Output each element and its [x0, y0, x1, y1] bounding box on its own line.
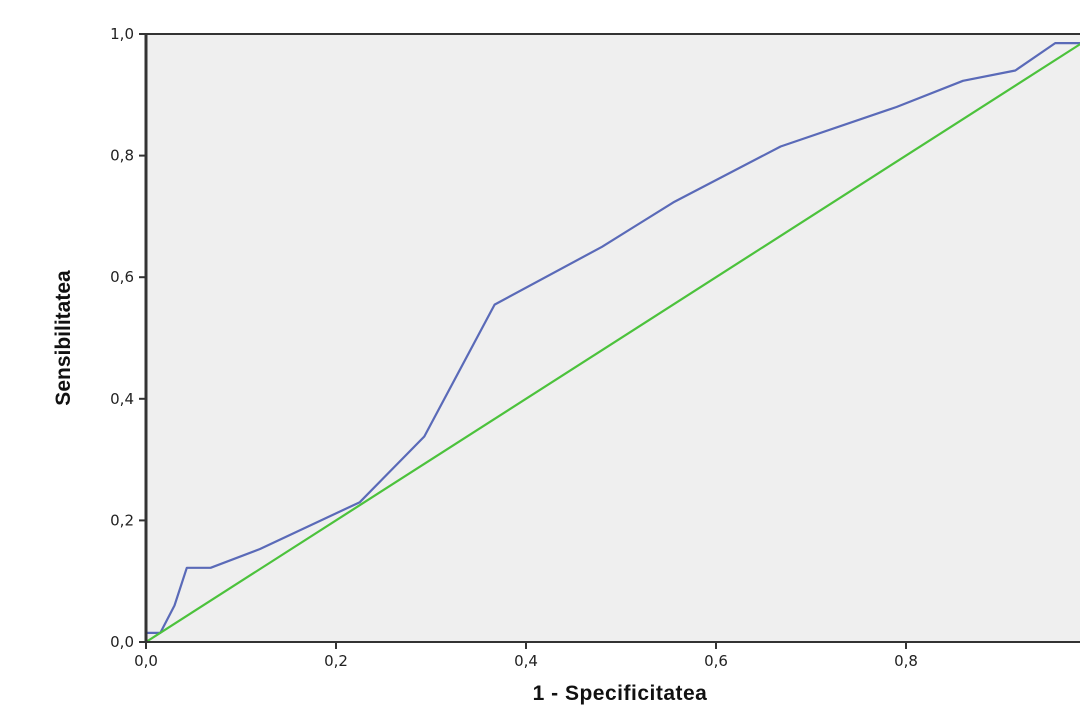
- y-axis-ticks: 0,0 0,2 0,4 0,6 0,8 1,0: [110, 25, 146, 651]
- y-tick-label: 0,6: [110, 268, 134, 286]
- y-tick-label: 0,2: [110, 511, 134, 529]
- y-tick-label: 1,0: [110, 25, 134, 43]
- series-layer: [144, 41, 1080, 643]
- x-tick-label: 0,0: [134, 652, 158, 670]
- x-axis-ticks: 0,00,20,40,60,81,0: [134, 642, 918, 670]
- plot-area: [146, 34, 1080, 642]
- roc-curve-line: [144, 41, 1080, 642]
- x-tick-label: 0,2: [324, 652, 348, 670]
- x-tick-label: 0,4: [514, 652, 538, 670]
- y-tick-label: 0,0: [110, 633, 134, 651]
- x-tick-label: 0,8: [894, 652, 918, 670]
- x-axis-title: 1 - Specificitatea: [533, 682, 708, 705]
- reference-diagonal-line: [145, 42, 1080, 643]
- y-tick-label: 0,8: [110, 147, 134, 165]
- y-tick-label: 0,4: [110, 390, 134, 408]
- y-axis-title: Sensibilitatea: [52, 270, 75, 406]
- x-tick-label: 0,6: [704, 652, 728, 670]
